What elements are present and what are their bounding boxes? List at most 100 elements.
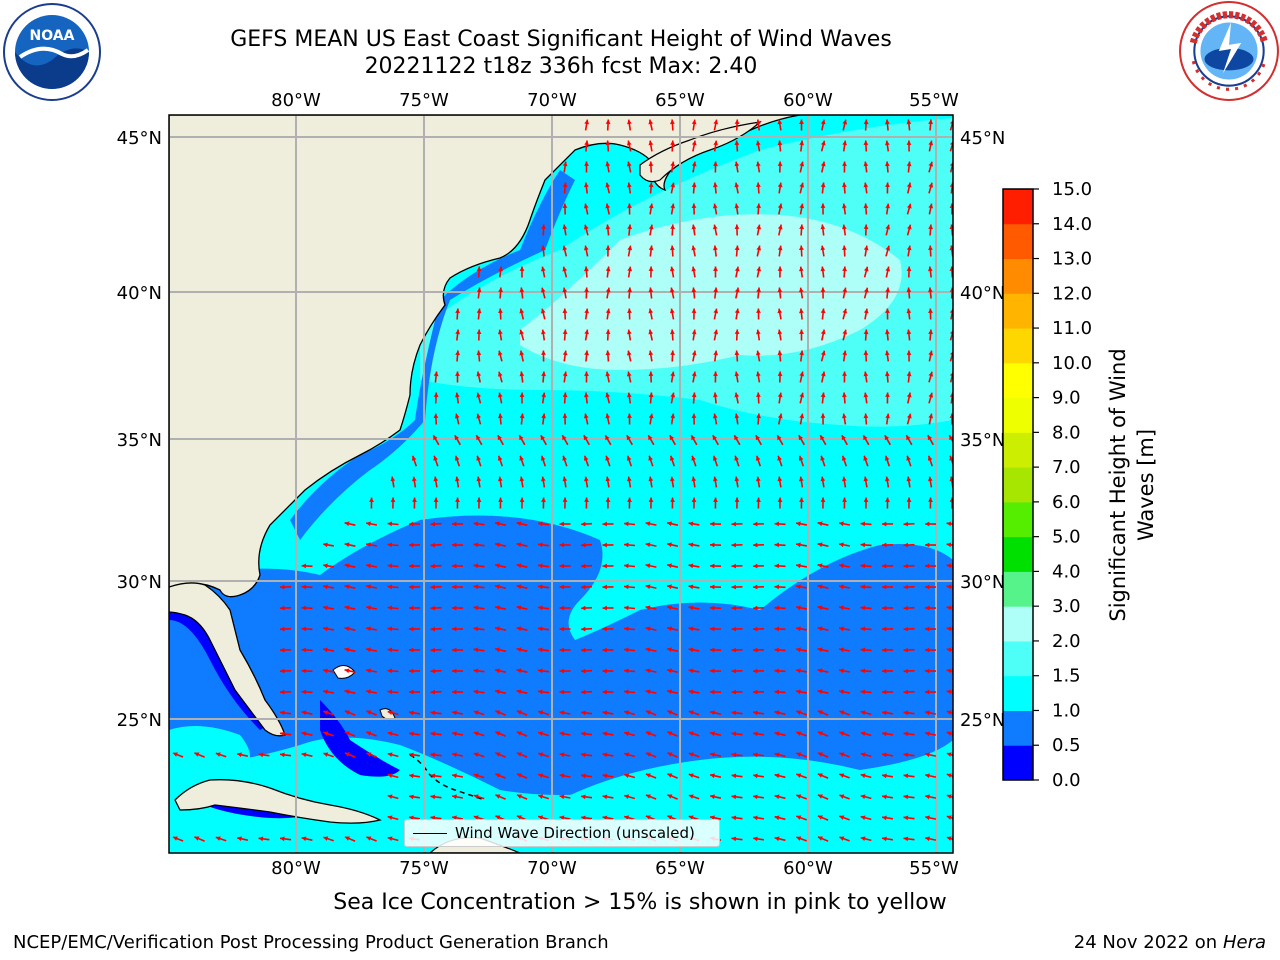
wave-arrow-head [624,794,630,799]
wave-arrow-head [928,245,933,250]
wave-arrow-head [387,689,393,695]
colorbar-tick-label: 11.0 [1052,318,1092,339]
wave-arrow-head [710,794,715,800]
wave-arrow-head [799,350,804,356]
wave-arrow-head [627,182,632,188]
wave-arrow-head [863,308,869,314]
colorbar-segment [1003,571,1033,607]
wave-arrow-head [710,731,715,737]
wave-arrow-head [602,521,607,527]
wave-arrow-head [839,542,844,548]
wave-arrow-head [323,836,329,841]
wave-arrow-head [734,245,740,251]
wave-arrow-head [562,371,568,377]
wave-arrow-head [839,668,844,674]
wave-arrow-head [799,119,804,124]
wave-arrow-head [323,689,328,695]
wave-arrow-head [454,413,460,419]
wave-arrow-head [280,605,285,611]
wave-arrow-head [796,815,802,820]
wave-arrow-head [669,266,675,272]
wave-arrow-head [928,182,934,188]
wave-arrow-head [452,626,457,632]
wave-arrow-head [820,435,825,441]
wave-arrow-head [731,689,736,695]
wave-arrow-head [516,605,522,611]
wave-arrow-head [387,563,393,569]
wave-arrow-head [452,689,457,695]
wave-arrow-head [841,435,846,441]
wave-arrow-head [863,350,869,355]
wave-arrow-head [648,161,654,166]
wave-arrow-head [409,794,414,800]
wave-arrow-head [430,689,435,695]
wave-arrow-head [648,455,653,461]
wave-arrow-head [280,731,285,737]
wave-arrow-head [516,710,522,715]
wave-0.0-0.5-bahamas [320,700,400,777]
wave-arrow-head [626,140,632,146]
wave-arrow-head [925,647,930,653]
wave-arrow-head [409,668,414,674]
wave-arrow-head [712,435,717,441]
wave-arrow-head [648,224,654,230]
wave-arrow-head [627,245,633,251]
wave-arrow-head [928,392,934,398]
wave-arrow-head [817,584,823,590]
wave-arrow-head [885,140,890,146]
wave-arrow-head [907,413,912,419]
wave-arrow-head [860,710,866,715]
wave-arrow-head [925,815,930,821]
wave-arrow-head [584,140,589,146]
wave-arrow-head [559,710,565,716]
wave-arrow-head [903,689,908,695]
land-florida [169,582,286,737]
wave-arrow-head [301,752,307,758]
wave-arrow-head [691,245,697,251]
wave-arrow-head [497,455,503,461]
wave-arrow-head [860,794,866,799]
wave-arrow-head [799,308,804,314]
wave-arrow-head [713,140,718,146]
wave-arrow-head [903,815,909,821]
wave-arrow-head [581,626,586,632]
wave-arrow-head [925,542,930,548]
wave-arrow-head [796,563,801,569]
wave-arrow-head [842,308,848,314]
colorbar-segment [1003,189,1033,225]
wave-arrow-head [645,689,651,695]
wave-arrow-head [884,435,889,441]
wave-arrow-head [667,605,672,611]
wave-arrow-head [731,668,736,674]
wave-0.5-1.0-region [169,515,953,795]
wave-arrow-head [476,266,482,271]
wave-arrow-head [755,435,760,441]
wave-arrow-head [519,435,524,441]
wave-arrow-head [817,521,823,527]
lat-ticks-left: 45°N 40°N 35°N 30°N 25°N [117,128,162,731]
wave-arrow-head [430,794,436,800]
wave-arrow-head [519,413,525,419]
wave-arrow-head [946,752,952,757]
wave-arrow-head [495,626,500,632]
wave-arrow-head [605,413,611,419]
colorbar-tick-label: 0.5 [1052,735,1081,756]
wave-arrow-head [473,542,479,548]
wave-arrow-head [796,605,801,611]
wave-arrow-head [882,752,887,758]
wave-arrow-head [925,689,930,695]
wave-arrow-head [841,455,847,461]
wave-arrow-head [670,329,675,335]
lat-tick-right: 45°N [960,128,1005,149]
wave-arrow-head [645,626,651,632]
wave-arrow-head [774,647,779,653]
colorbar-tick-label: 0.0 [1052,770,1081,791]
wave-arrow-head [430,752,436,758]
wave-arrow-head [584,392,589,398]
wave-arrow-head [906,455,911,461]
wave-arrow-head [409,605,414,611]
wave-arrow-head [366,668,371,674]
wave-arrow-head [559,731,565,737]
colorbar: 0.0 0.5 1.0 1.5 2.0 3.0 4.0 5.0 6.0 7.0 8.0 9.0 10.0… [1002,179,1092,791]
wave-arrow-head [799,329,804,334]
